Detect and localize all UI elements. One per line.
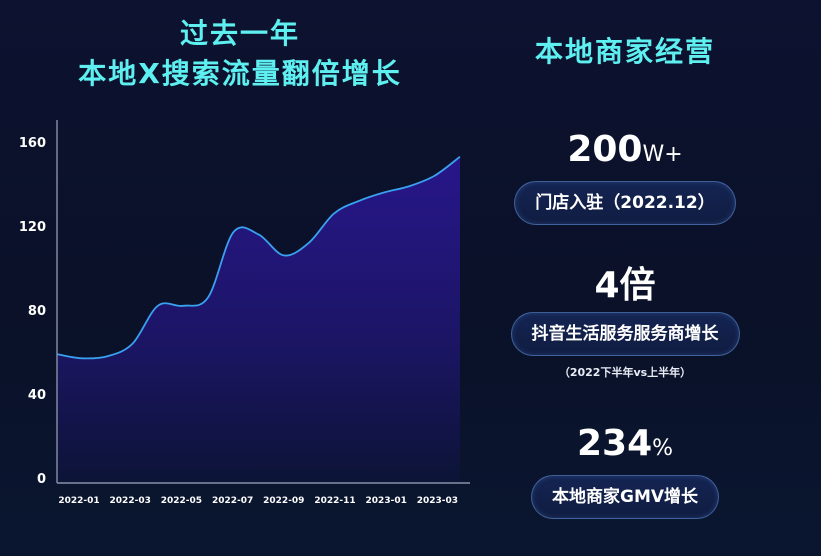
stat-unit: % (652, 436, 674, 461)
stat-label-pill: 门店入驻（2022.12） (514, 181, 736, 225)
x-tick-label: 2022-11 (314, 496, 355, 506)
x-tick-label: 2022-09 (263, 496, 304, 506)
x-tick-label: 2022-07 (212, 496, 253, 506)
x-tick-label: 2022-01 (58, 496, 99, 506)
data-line (56, 155, 461, 360)
x-tick-label: 2022-05 (161, 496, 202, 506)
y-tick-label: 120 (19, 220, 46, 235)
y-tick-label: 160 (19, 136, 46, 151)
stat-number: 200 (567, 129, 643, 170)
stat-value: 4倍 (480, 264, 770, 308)
y-axis-labels: 0 40 80 120 160 (19, 136, 46, 487)
x-axis-labels: 2022-01 2022-03 2022-05 2022-07 2022-09 2022-… (58, 496, 458, 506)
chart-title: 过去一年 本地X搜索流量翻倍增长 (0, 14, 480, 94)
chart-title-line2: 本地X搜索流量翻倍增长 (78, 57, 402, 90)
stat-number: 234 (576, 423, 653, 464)
stat-unit: W+ (642, 142, 683, 167)
stat-label-pill: 本地商家GMV增长 (530, 475, 720, 519)
x-tick-label: 2023-01 (366, 496, 407, 506)
y-tick-label: 40 (28, 388, 46, 403)
area-fill (57, 156, 460, 483)
y-tick-label: 0 (37, 472, 46, 487)
stat-gmv: 234% 本地商家GMV增长 (480, 422, 770, 519)
stat-unit: 倍 (619, 265, 656, 306)
stat-value: 234% (480, 422, 770, 471)
area-chart: 0 40 80 120 160 2022-01 2022-03 2022-05 2022-07… (19, 120, 470, 506)
stat-value: 200W+ (480, 128, 770, 177)
x-tick-label: 2022-03 (110, 496, 151, 506)
stat-number: 4 (594, 265, 620, 306)
stat-label-pill: 抖音生活服务服务商增长 (510, 312, 740, 356)
y-tick-label: 80 (28, 304, 46, 319)
stat-note: （2022下半年vs上半年） (558, 366, 692, 379)
x-tick-label: 2023-03 (417, 496, 458, 506)
chart-title-line1: 过去一年 (179, 17, 300, 50)
stat-stores: 200W+ 门店入驻（2022.12） (480, 128, 770, 225)
stat-service-providers: 4倍 抖音生活服务服务商增长 （2022下半年vs上半年） (480, 264, 770, 380)
section-title: 本地商家经营 (534, 35, 715, 68)
